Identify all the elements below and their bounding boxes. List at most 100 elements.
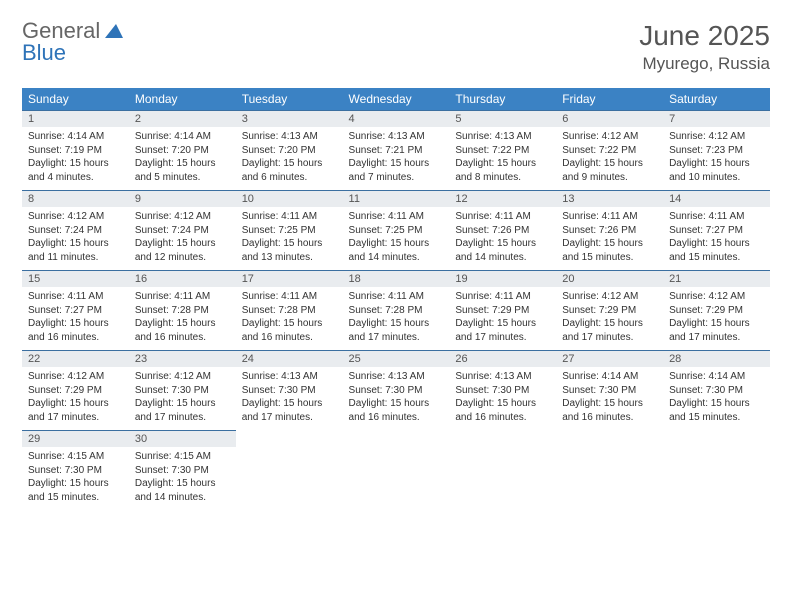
- day-cell: 24Sunrise: 4:13 AMSunset: 7:30 PMDayligh…: [236, 350, 343, 430]
- calendar-cell: [236, 430, 343, 510]
- sunrise-text: Sunrise: 4:12 AM: [669, 290, 764, 304]
- calendar-cell: 23Sunrise: 4:12 AMSunset: 7:30 PMDayligh…: [129, 350, 236, 430]
- sunrise-text: Sunrise: 4:15 AM: [135, 450, 230, 464]
- day-number: 28: [663, 351, 770, 367]
- sunset-text: Sunset: 7:30 PM: [242, 384, 337, 398]
- calendar-cell: [663, 430, 770, 510]
- sunset-text: Sunset: 7:28 PM: [349, 304, 444, 318]
- calendar-cell: 17Sunrise: 4:11 AMSunset: 7:28 PMDayligh…: [236, 270, 343, 350]
- day-cell: 27Sunrise: 4:14 AMSunset: 7:30 PMDayligh…: [556, 350, 663, 430]
- sunrise-text: Sunrise: 4:11 AM: [349, 290, 444, 304]
- daylight-text-2: and 15 minutes.: [28, 491, 123, 505]
- sunrise-text: Sunrise: 4:11 AM: [455, 210, 550, 224]
- daylight-text-2: and 16 minutes.: [28, 331, 123, 345]
- day-cell: 10Sunrise: 4:11 AMSunset: 7:25 PMDayligh…: [236, 190, 343, 270]
- calendar-cell: 13Sunrise: 4:11 AMSunset: 7:26 PMDayligh…: [556, 190, 663, 270]
- calendar-head: Sunday Monday Tuesday Wednesday Thursday…: [22, 88, 770, 110]
- sunrise-text: Sunrise: 4:13 AM: [242, 130, 337, 144]
- day-body: Sunrise: 4:11 AMSunset: 7:28 PMDaylight:…: [343, 287, 450, 348]
- day-body: Sunrise: 4:12 AMSunset: 7:29 PMDaylight:…: [663, 287, 770, 348]
- day-number: 4: [343, 111, 450, 127]
- sunset-text: Sunset: 7:19 PM: [28, 144, 123, 158]
- sunset-text: Sunset: 7:29 PM: [669, 304, 764, 318]
- daylight-text-2: and 6 minutes.: [242, 171, 337, 185]
- sunrise-text: Sunrise: 4:14 AM: [562, 370, 657, 384]
- sunset-text: Sunset: 7:29 PM: [455, 304, 550, 318]
- sunset-text: Sunset: 7:28 PM: [135, 304, 230, 318]
- weekday-header: Tuesday: [236, 88, 343, 110]
- day-number: 20: [556, 271, 663, 287]
- daylight-text-2: and 16 minutes.: [455, 411, 550, 425]
- daylight-text-2: and 9 minutes.: [562, 171, 657, 185]
- day-cell: 29Sunrise: 4:15 AMSunset: 7:30 PMDayligh…: [22, 430, 129, 510]
- sunrise-text: Sunrise: 4:11 AM: [349, 210, 444, 224]
- sunset-text: Sunset: 7:30 PM: [28, 464, 123, 478]
- daylight-text-2: and 14 minutes.: [135, 491, 230, 505]
- sunrise-text: Sunrise: 4:13 AM: [242, 370, 337, 384]
- sunset-text: Sunset: 7:21 PM: [349, 144, 444, 158]
- month-title: June 2025: [639, 20, 770, 52]
- day-number: 6: [556, 111, 663, 127]
- calendar-cell: 25Sunrise: 4:13 AMSunset: 7:30 PMDayligh…: [343, 350, 450, 430]
- day-number: 10: [236, 191, 343, 207]
- daylight-text-2: and 15 minutes.: [669, 251, 764, 265]
- sunset-text: Sunset: 7:27 PM: [669, 224, 764, 238]
- day-number: 12: [449, 191, 556, 207]
- header: General Blue June 2025 Myurego, Russia: [22, 20, 770, 74]
- sunset-text: Sunset: 7:22 PM: [455, 144, 550, 158]
- calendar-week-row: 15Sunrise: 4:11 AMSunset: 7:27 PMDayligh…: [22, 270, 770, 350]
- sunset-text: Sunset: 7:30 PM: [669, 384, 764, 398]
- day-cell: 3Sunrise: 4:13 AMSunset: 7:20 PMDaylight…: [236, 110, 343, 190]
- sunrise-text: Sunrise: 4:12 AM: [669, 130, 764, 144]
- sunrise-text: Sunrise: 4:12 AM: [562, 290, 657, 304]
- day-cell: 6Sunrise: 4:12 AMSunset: 7:22 PMDaylight…: [556, 110, 663, 190]
- daylight-text-1: Daylight: 15 hours: [28, 477, 123, 491]
- day-number: 7: [663, 111, 770, 127]
- daylight-text-1: Daylight: 15 hours: [242, 237, 337, 251]
- calendar-week-row: 29Sunrise: 4:15 AMSunset: 7:30 PMDayligh…: [22, 430, 770, 510]
- day-body: Sunrise: 4:13 AMSunset: 7:22 PMDaylight:…: [449, 127, 556, 188]
- sunrise-text: Sunrise: 4:12 AM: [28, 370, 123, 384]
- day-cell: 17Sunrise: 4:11 AMSunset: 7:28 PMDayligh…: [236, 270, 343, 350]
- daylight-text-1: Daylight: 15 hours: [28, 397, 123, 411]
- day-body: Sunrise: 4:12 AMSunset: 7:24 PMDaylight:…: [22, 207, 129, 268]
- day-body: Sunrise: 4:11 AMSunset: 7:28 PMDaylight:…: [129, 287, 236, 348]
- daylight-text-1: Daylight: 15 hours: [669, 157, 764, 171]
- sunrise-text: Sunrise: 4:14 AM: [135, 130, 230, 144]
- daylight-text-1: Daylight: 15 hours: [562, 237, 657, 251]
- sunset-text: Sunset: 7:30 PM: [135, 464, 230, 478]
- day-cell: 1Sunrise: 4:14 AMSunset: 7:19 PMDaylight…: [22, 110, 129, 190]
- weekday-header: Wednesday: [343, 88, 450, 110]
- day-number: 13: [556, 191, 663, 207]
- daylight-text-1: Daylight: 15 hours: [562, 317, 657, 331]
- weekday-header: Monday: [129, 88, 236, 110]
- day-cell: 26Sunrise: 4:13 AMSunset: 7:30 PMDayligh…: [449, 350, 556, 430]
- day-body: Sunrise: 4:12 AMSunset: 7:23 PMDaylight:…: [663, 127, 770, 188]
- day-number: 23: [129, 351, 236, 367]
- daylight-text-1: Daylight: 15 hours: [669, 317, 764, 331]
- daylight-text-1: Daylight: 15 hours: [242, 397, 337, 411]
- daylight-text-2: and 17 minutes.: [669, 331, 764, 345]
- sunrise-text: Sunrise: 4:12 AM: [562, 130, 657, 144]
- brand-part2: Blue: [22, 40, 66, 65]
- calendar-cell: 14Sunrise: 4:11 AMSunset: 7:27 PMDayligh…: [663, 190, 770, 270]
- sunset-text: Sunset: 7:30 PM: [135, 384, 230, 398]
- daylight-text-1: Daylight: 15 hours: [562, 397, 657, 411]
- day-body: Sunrise: 4:14 AMSunset: 7:19 PMDaylight:…: [22, 127, 129, 188]
- daylight-text-2: and 17 minutes.: [135, 411, 230, 425]
- day-body: Sunrise: 4:14 AMSunset: 7:30 PMDaylight:…: [663, 367, 770, 428]
- daylight-text-1: Daylight: 15 hours: [349, 157, 444, 171]
- calendar-cell: 18Sunrise: 4:11 AMSunset: 7:28 PMDayligh…: [343, 270, 450, 350]
- daylight-text-1: Daylight: 15 hours: [349, 237, 444, 251]
- day-number: 18: [343, 271, 450, 287]
- calendar-cell: 6Sunrise: 4:12 AMSunset: 7:22 PMDaylight…: [556, 110, 663, 190]
- daylight-text-2: and 17 minutes.: [455, 331, 550, 345]
- sunset-text: Sunset: 7:29 PM: [562, 304, 657, 318]
- calendar-cell: 30Sunrise: 4:15 AMSunset: 7:30 PMDayligh…: [129, 430, 236, 510]
- day-cell: 23Sunrise: 4:12 AMSunset: 7:30 PMDayligh…: [129, 350, 236, 430]
- sunrise-text: Sunrise: 4:12 AM: [135, 370, 230, 384]
- daylight-text-2: and 16 minutes.: [242, 331, 337, 345]
- day-cell: 14Sunrise: 4:11 AMSunset: 7:27 PMDayligh…: [663, 190, 770, 270]
- day-body: Sunrise: 4:12 AMSunset: 7:22 PMDaylight:…: [556, 127, 663, 188]
- calendar-cell: 2Sunrise: 4:14 AMSunset: 7:20 PMDaylight…: [129, 110, 236, 190]
